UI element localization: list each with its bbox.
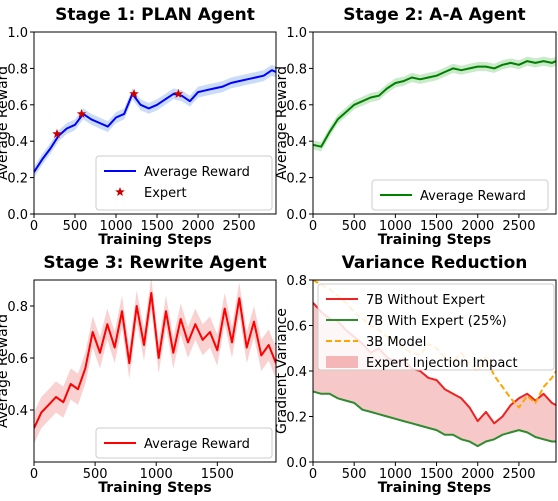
y-tick-label: 0.8: [7, 300, 28, 315]
series-line-1: [34, 292, 276, 429]
legend-label: Expert: [144, 186, 187, 201]
legend-label: 3B Model: [366, 335, 426, 350]
y-axis-label: Gradient Variance: [274, 308, 290, 434]
x-tick-label: 500: [342, 467, 367, 482]
series-line-1: [34, 69, 276, 173]
x-tick-label: 1500: [201, 467, 234, 482]
chart-title: Variance Reduction: [342, 253, 528, 273]
y-tick-label: 0.6: [286, 320, 307, 335]
subplot-2: 0 500 1000 1500 2000 2500 0.0 0.2 0.4 0.6 0.8 1.0 St…: [274, 5, 557, 248]
x-tick-label: 2000: [182, 219, 215, 234]
y-tick-label: 0.6: [7, 352, 28, 367]
chart-title: Stage 2: A-A Agent: [343, 5, 525, 25]
legend-label: Average Reward: [144, 165, 250, 180]
y-tick-label: 1.0: [286, 26, 307, 41]
legend-label: 7B With Expert (25%): [366, 314, 507, 329]
y-tick-label: 0.0: [286, 456, 307, 471]
y-axis-label: Average Reward: [0, 314, 11, 428]
x-tick-label: 1500: [141, 219, 174, 234]
y-tick-label: 0.8: [286, 62, 307, 77]
legend: Average Reward: [95, 427, 273, 459]
confidence-band: [313, 56, 556, 152]
y-tick-label: 0.2: [7, 172, 28, 187]
x-tick-label: 500: [342, 219, 367, 234]
x-tick-label: 1500: [420, 219, 453, 234]
y-tick-label: 0.8: [286, 274, 307, 289]
legend-label: Average Reward: [420, 189, 526, 204]
x-tick-label: 1000: [379, 219, 412, 234]
y-tick-label: 0.6: [7, 99, 28, 114]
legend-label: Expert Injection Impact: [366, 356, 518, 371]
subplot-4: 0 500 1000 1500 2000 2500 0.0 0.2 0.4 0.6 0.8 Varia…: [274, 253, 557, 496]
y-tick-label: 0.4: [7, 135, 28, 150]
y-tick-label: 0.2: [286, 411, 307, 426]
plot-area: [34, 64, 276, 178]
y-tick-label: 0.2: [286, 172, 307, 187]
x-tick-label: 2500: [502, 219, 535, 234]
legend-frame: [95, 155, 273, 211]
subplot-1: 0 500 1000 1500 2000 2500 0.0 0.2 0.4 0.6 0.8 1.0 St…: [0, 5, 277, 248]
plot-area: [34, 280, 276, 444]
x-axis-label: Training Steps: [378, 480, 491, 496]
expert-marker: [129, 88, 139, 98]
legend-frame: [95, 427, 273, 459]
y-axis-label: Average Reward: [0, 66, 11, 180]
x-tick-label: 2000: [461, 219, 494, 234]
confidence-band: [34, 64, 276, 178]
x-axis-label: Training Steps: [98, 480, 211, 496]
y-tick-label: 0.0: [286, 208, 307, 223]
y-tick-label: 0.8: [7, 62, 28, 77]
plot-area: [313, 56, 556, 152]
x-tick-label: 2500: [223, 219, 256, 234]
y-tick-label: 0.0: [7, 208, 28, 223]
chart-title: Stage 1: PLAN Agent: [55, 5, 255, 25]
x-axis-label: Training Steps: [98, 232, 211, 248]
x-tick-label: 1000: [140, 467, 173, 482]
x-tick-label: 0: [309, 467, 317, 482]
legend-label: Average Reward: [144, 437, 250, 452]
x-tick-label: 1000: [379, 467, 412, 482]
legend: Average Reward: [371, 179, 549, 211]
y-tick-label: 0.4: [286, 365, 307, 380]
expert-marker: [52, 128, 62, 138]
x-axis-label: Training Steps: [378, 232, 491, 248]
x-tick-label: 1000: [99, 219, 132, 234]
x-tick-label: 500: [63, 219, 88, 234]
y-tick-label: 0.4: [7, 404, 28, 419]
axes-frame: [33, 31, 277, 215]
axes-frame: [312, 31, 557, 215]
x-tick-label: 1500: [420, 467, 453, 482]
x-tick-label: 0: [30, 467, 38, 482]
x-tick-label: 0: [30, 219, 38, 234]
series-line-2: [313, 390, 556, 448]
subplot-3: 0 500 1000 1500 0.4 0.6 0.8 Stage 3: Rewrite Ag…: [0, 253, 277, 496]
legend: Average Reward Expert: [95, 155, 273, 211]
x-tick-label: 2500: [502, 467, 535, 482]
chart-title: Stage 3: Rewrite Agent: [43, 253, 266, 273]
impact-fill: [313, 302, 556, 447]
legend-frame: [317, 283, 555, 371]
x-tick-label: 0: [309, 219, 317, 234]
expert-marker: [76, 108, 87, 118]
legend-label: 7B Without Expert: [366, 293, 485, 308]
x-tick-label: 500: [83, 467, 108, 482]
y-axis-label: Average Reward: [274, 66, 290, 180]
series-line-1: [313, 60, 556, 148]
confidence-band: [34, 280, 276, 444]
legend-swatch: [326, 356, 358, 368]
y-tick-label: 1.0: [7, 26, 28, 41]
legend-swatch: [115, 187, 125, 196]
legend-frame: [371, 179, 549, 211]
expert-marker: [173, 88, 184, 98]
axes-frame: [33, 279, 277, 463]
y-tick-label: 0.6: [286, 99, 307, 114]
legend: 7B Without Expert 7B With Expert (25%) 3B …: [317, 283, 555, 371]
y-tick-label: 0.4: [286, 135, 307, 150]
x-tick-label: 2000: [461, 467, 494, 482]
